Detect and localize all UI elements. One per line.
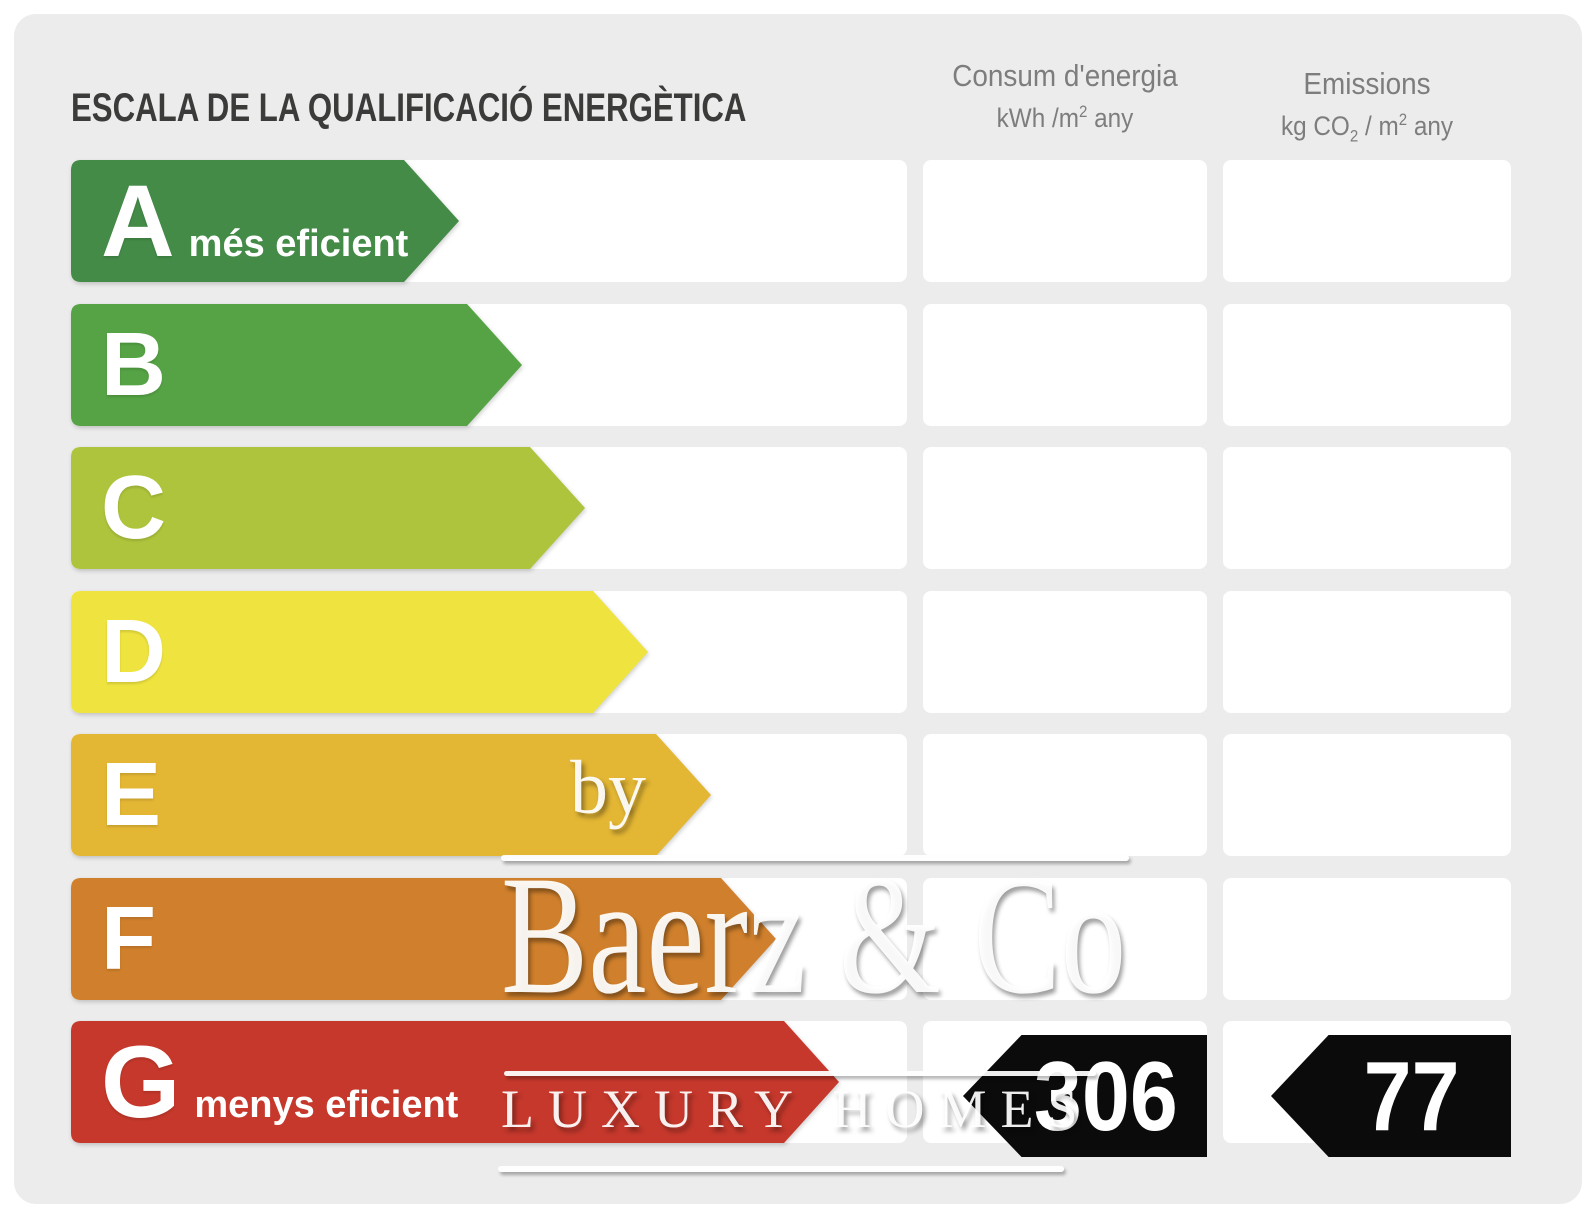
grade-label-group: C xyxy=(101,447,166,569)
consumption-cell xyxy=(923,160,1207,282)
page-title: ESCALA DE LA QUALIFICACIÓ ENERGÈTICA xyxy=(71,86,747,130)
grade-letter-a: A xyxy=(101,164,175,278)
watermark-rule-bottom xyxy=(498,1166,1064,1172)
emissions-cell xyxy=(1223,303,1511,426)
grade-label-group: D xyxy=(101,591,166,713)
consumption-header-unit: kWh /m2 any xyxy=(996,102,1134,133)
grade-letter-b: B xyxy=(101,314,166,415)
grade-letter-c: C xyxy=(101,458,166,558)
scale-row-e: E xyxy=(71,734,1511,856)
consumption-cell xyxy=(923,447,1207,569)
consumption-header-title: Consum d'energia xyxy=(952,58,1178,93)
watermark-rule-middle xyxy=(504,1071,1096,1076)
emissions-cell xyxy=(1223,447,1511,569)
grade-arrow-d xyxy=(71,590,648,713)
consumption-cell xyxy=(923,877,1207,1000)
grade-label-group: B xyxy=(101,304,166,426)
grade-arrow-f xyxy=(71,877,776,1000)
scale-row-c: C xyxy=(71,447,1511,569)
consumption-cell xyxy=(923,590,1207,713)
emissions-cell xyxy=(1223,160,1511,282)
grade-qualifier-g: menys eficient xyxy=(194,1084,459,1126)
emissions-header-title: Emissions xyxy=(1303,66,1431,101)
grade-arrow-g xyxy=(71,1021,839,1143)
watermark-rule-top xyxy=(501,855,1129,861)
watermark-by-text: by xyxy=(570,746,646,830)
emissions-cell xyxy=(1223,877,1511,1000)
consumption-cell xyxy=(923,303,1207,426)
grade-arrow-b xyxy=(71,303,522,426)
emissions-header-unit: kg CO2 / m2 any xyxy=(1280,110,1454,146)
grade-arrow-a xyxy=(71,160,459,282)
scale-row-b: B xyxy=(71,303,1511,426)
consumption-column-header: Consum d'energia kWh /m2 any xyxy=(923,58,1207,134)
watermark-brand-text: Baerz & Co xyxy=(501,841,1127,1029)
grade-letter-d: D xyxy=(101,601,166,702)
grade-qualifier-a: més eficient xyxy=(188,223,409,265)
emissions-value: 77 xyxy=(1364,1040,1461,1151)
grade-letter-e: E xyxy=(101,745,162,845)
scale-row-f: F xyxy=(71,877,1511,1000)
energy-scale-card: ESCALA DE LA QUALIFICACIÓ ENERGÈTICA Con… xyxy=(14,14,1582,1204)
scale-row-d: D xyxy=(71,590,1511,713)
watermark-tagline-text: LUXURY HOMES xyxy=(501,1079,1092,1139)
grade-letter-g: G xyxy=(101,1025,181,1139)
emissions-cell xyxy=(1223,734,1511,856)
consumption-value: 306 xyxy=(1034,1040,1179,1151)
emissions-column-header: Emissions kg CO2 / m2 any xyxy=(1223,66,1511,146)
grade-arrow-e xyxy=(71,734,711,856)
grade-letter-f: F xyxy=(101,888,156,989)
grade-label-group: F xyxy=(101,878,156,1000)
grade-label-group: E xyxy=(101,734,161,856)
consumption-value-badge: 306 xyxy=(963,1035,1207,1157)
consumption-cell xyxy=(923,734,1207,856)
emissions-value-badge: 77 xyxy=(1271,1035,1511,1157)
grade-arrow-c xyxy=(71,447,585,569)
emissions-cell xyxy=(1223,590,1511,713)
